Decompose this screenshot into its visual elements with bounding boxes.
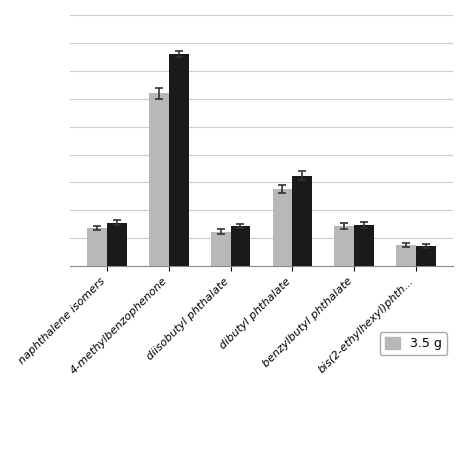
Bar [354,225,374,266]
Bar [416,246,436,266]
Bar [272,189,292,266]
Bar [87,228,107,266]
Bar [292,176,312,266]
Bar [149,93,169,266]
Legend: 3.5 g: 3.5 g [380,332,447,355]
Bar [211,232,231,266]
Bar [334,226,354,266]
Bar [169,54,189,266]
Bar [231,226,250,266]
Bar [107,223,127,266]
Bar [396,245,416,266]
